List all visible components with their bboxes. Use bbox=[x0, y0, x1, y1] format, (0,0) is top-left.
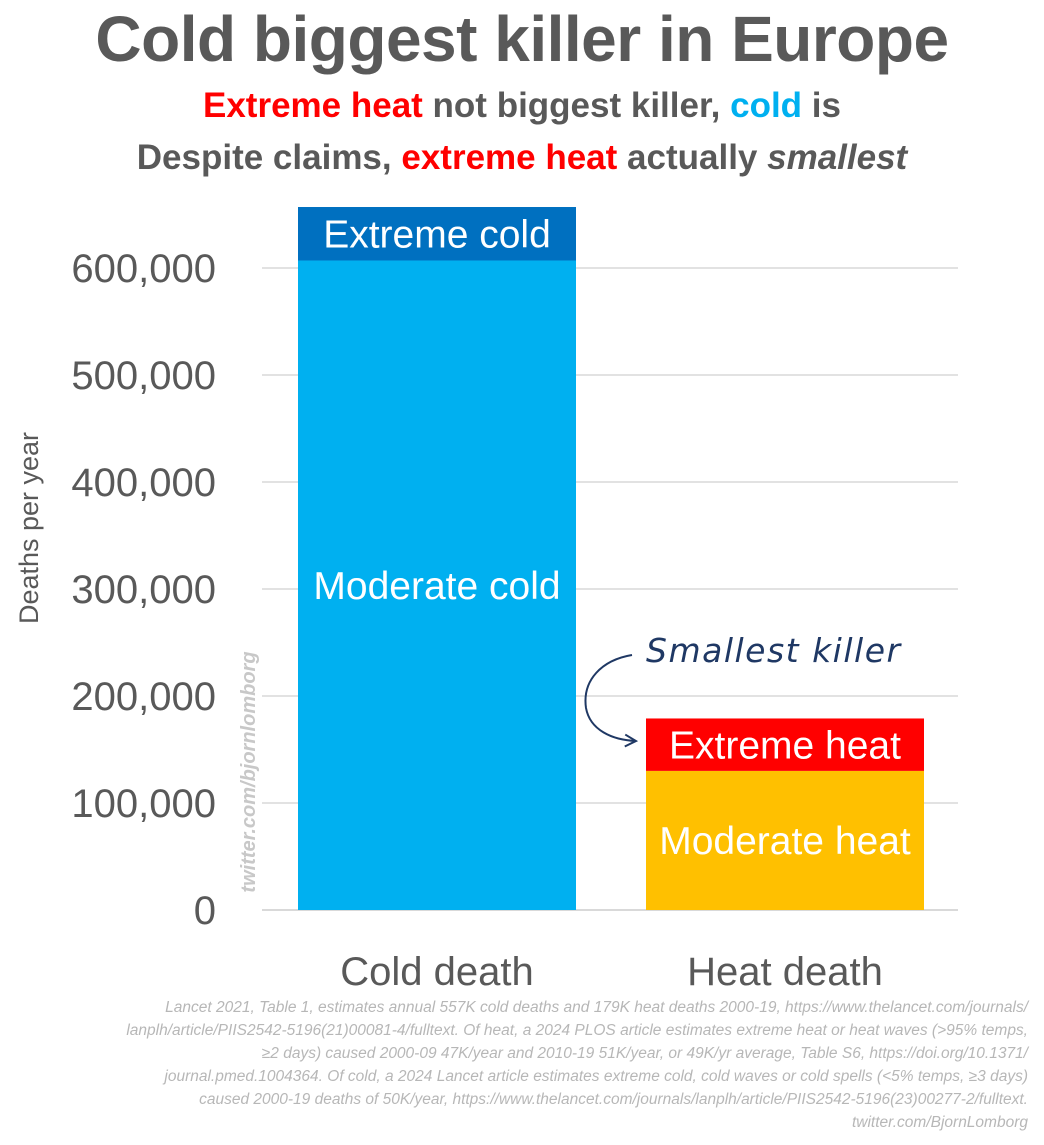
y-tick-label: 0 bbox=[194, 889, 216, 933]
bar-segment bbox=[298, 260, 576, 910]
chart-subtitle-line-1: Extreme heat not biggest killer, cold is bbox=[0, 86, 1044, 126]
annotation-arrow bbox=[584, 654, 636, 741]
y-tick-label: 600,000 bbox=[71, 247, 216, 291]
subtitle-run: actually bbox=[617, 138, 768, 177]
y-tick-label: 100,000 bbox=[71, 782, 216, 826]
bar-segment bbox=[646, 718, 924, 771]
y-axis-tick-labels: 0 100,000 200,000 300,000 400,000 500,000 600,… bbox=[71, 247, 216, 933]
footnote-line: lanplh/article/PIIS2542-5196(21)00081-4/… bbox=[126, 1022, 1028, 1039]
y-tick-label: 400,000 bbox=[71, 461, 216, 505]
x-category-label: Cold death bbox=[340, 950, 533, 994]
bar-segment bbox=[646, 770, 924, 910]
annotation: Smallest killer bbox=[584, 631, 902, 741]
footnote-line: twitter.com/BjornLomborg bbox=[851, 1114, 1028, 1131]
chart-title: Cold biggest killer in Europe bbox=[95, 3, 949, 75]
annotation-text: Smallest killer bbox=[646, 631, 902, 670]
y-tick-label: 500,000 bbox=[71, 354, 216, 398]
footnote-line: ≥2 days) caused 2000-09 47K/year and 201… bbox=[261, 1045, 1028, 1062]
bar-segment-label: Extreme cold bbox=[323, 213, 551, 256]
footnote-line: caused 2000-19 deaths of 50K/year, https… bbox=[199, 1091, 1028, 1108]
chart-subtitle-line-2: Despite claims, extreme heat actually sm… bbox=[0, 138, 1044, 178]
subtitle-run: is bbox=[802, 86, 841, 125]
subtitle-run: smallest bbox=[767, 138, 908, 177]
subtitle-run: extreme heat bbox=[401, 138, 618, 177]
bar-segment-label: Moderate heat bbox=[659, 820, 911, 863]
subtitle-run: Despite claims, bbox=[136, 138, 402, 177]
bar-segment-label: Moderate cold bbox=[313, 565, 560, 608]
watermark: twitter.com/bjornlomborg bbox=[238, 651, 260, 892]
bars: Moderate cold Extreme cold Moderate heat Ex… bbox=[298, 207, 924, 910]
x-axis-tick-labels: Cold death Heat death bbox=[340, 950, 883, 994]
subtitle-run: not biggest killer, bbox=[422, 86, 731, 125]
bar-segment bbox=[298, 207, 576, 261]
subtitle-run: cold bbox=[730, 86, 803, 125]
source-footnote: Lancet 2021, Table 1, estimates annual 5… bbox=[20, 996, 1028, 1134]
footnote-line: journal.pmed.1004364. Of cold, a 2024 La… bbox=[164, 1068, 1028, 1085]
y-tick-label: 300,000 bbox=[71, 568, 216, 612]
footnote-line: Lancet 2021, Table 1, estimates annual 5… bbox=[165, 999, 1028, 1016]
y-axis-label: Deaths per year bbox=[14, 432, 44, 624]
x-category-label: Heat death bbox=[687, 950, 883, 994]
subtitle-run: Extreme heat bbox=[203, 86, 423, 125]
bar-segment-label: Extreme heat bbox=[669, 724, 901, 767]
y-tick-label: 200,000 bbox=[71, 675, 216, 719]
